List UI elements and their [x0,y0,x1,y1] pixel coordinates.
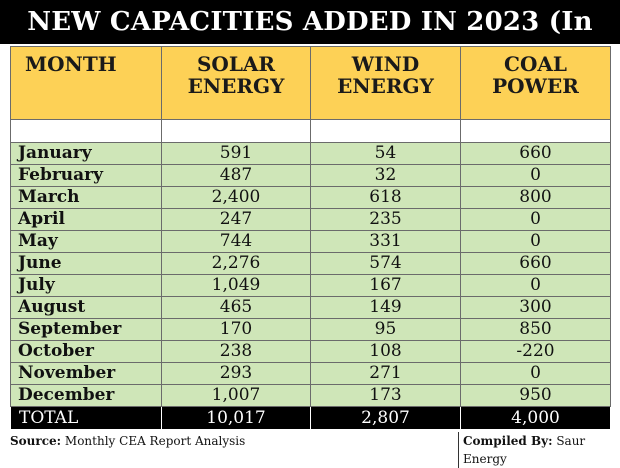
table-row: February 487 32 0 [10,164,611,187]
solar-cell: 1,049 [161,274,311,297]
coal-cell: 800 [460,186,611,209]
spacer-row [10,119,611,143]
table-row: April 247 235 0 [10,208,611,231]
solar-cell: 170 [161,318,311,341]
month-cell: November [10,362,162,385]
header-row: MONTH SOLAR ENERGY WIND ENERGY COAL POWE… [10,46,611,120]
solar-cell: 744 [161,230,311,253]
wind-cell: 95 [310,318,461,341]
month-cell: March [10,186,162,209]
source-text: Monthly CEA Report Analysis [61,434,246,448]
solar-cell: 465 [161,296,311,319]
coal-cell: 300 [460,296,611,319]
coal-cell: 0 [460,230,611,253]
solar-cell: 1,007 [161,384,311,407]
header-wind-line1: WIND [351,52,420,76]
table-row: January 591 54 660 [10,142,611,165]
capacity-table-container: MONTH SOLAR ENERGY WIND ENERGY COAL POWE… [10,46,611,430]
header-coal-line2: POWER [492,74,579,98]
total-coal: 4,000 [460,406,611,430]
table-row: October 238 108 -220 [10,340,611,363]
month-cell: February [10,164,162,187]
table-row: September 170 95 850 [10,318,611,341]
month-cell: July [10,274,162,297]
solar-cell: 487 [161,164,311,187]
header-coal-line1: COAL [504,52,567,76]
wind-cell: 54 [310,142,461,165]
wind-cell: 173 [310,384,461,407]
header-solar-line1: SOLAR [196,52,276,76]
compiled-note: Compiled By: Saur Energy [458,432,610,468]
spacer-cell [10,119,162,143]
coal-cell: 850 [460,318,611,341]
spacer-cell [161,119,311,143]
solar-cell: 238 [161,340,311,363]
month-cell: September [10,318,162,341]
spacer-cell [310,119,461,143]
table-row: March 2,400 618 800 [10,186,611,209]
header-month: MONTH [10,46,162,120]
table-row: June 2,276 574 660 [10,252,611,275]
coal-cell: 660 [460,252,611,275]
total-row: TOTAL 10,017 2,807 4,000 [10,406,611,430]
header-solar: SOLAR ENERGY [161,46,311,120]
coal-cell: 0 [460,208,611,231]
month-cell: December [10,384,162,407]
coal-cell: -220 [460,340,611,363]
total-label: TOTAL [10,406,162,430]
total-wind: 2,807 [310,406,461,430]
coal-cell: 660 [460,142,611,165]
source-label: Source: [10,434,62,448]
source-note: Source: Monthly CEA Report Analysis [10,432,245,450]
header-month-label: MONTH [25,52,117,76]
coal-cell: 0 [460,164,611,187]
wind-cell: 32 [310,164,461,187]
wind-cell: 108 [310,340,461,363]
table-row: August 465 149 300 [10,296,611,319]
month-cell: August [10,296,162,319]
total-solar: 10,017 [161,406,311,430]
wind-cell: 271 [310,362,461,385]
table-row: July 1,049 167 0 [10,274,611,297]
solar-cell: 591 [161,142,311,165]
wind-cell: 149 [310,296,461,319]
page-title: NEW CAPACITIES ADDED IN 2023 (In MW) [0,0,620,81]
table-row: December 1,007 173 950 [10,384,611,407]
coal-cell: 0 [460,274,611,297]
capacity-table: MONTH SOLAR ENERGY WIND ENERGY COAL POWE… [10,46,611,430]
wind-cell: 235 [310,208,461,231]
solar-cell: 2,276 [161,252,311,275]
month-cell: June [10,252,162,275]
table-row: May 744 331 0 [10,230,611,253]
month-cell: May [10,230,162,253]
compiled-label: Compiled By: [463,434,553,448]
header-wind: WIND ENERGY [310,46,461,120]
wind-cell: 167 [310,274,461,297]
solar-cell: 247 [161,208,311,231]
wind-cell: 618 [310,186,461,209]
wind-cell: 574 [310,252,461,275]
month-cell: October [10,340,162,363]
footer: Source: Monthly CEA Report Analysis Comp… [10,432,610,468]
table-row: November 293 271 0 [10,362,611,385]
coal-cell: 0 [460,362,611,385]
solar-cell: 293 [161,362,311,385]
wind-cell: 331 [310,230,461,253]
header-solar-line2: ENERGY [187,74,285,98]
header-wind-line2: ENERGY [337,74,434,98]
coal-cell: 950 [460,384,611,407]
solar-cell: 2,400 [161,186,311,209]
month-cell: April [10,208,162,231]
header-coal: COAL POWER [460,46,611,120]
spacer-cell [460,119,611,143]
month-cell: January [10,142,162,165]
